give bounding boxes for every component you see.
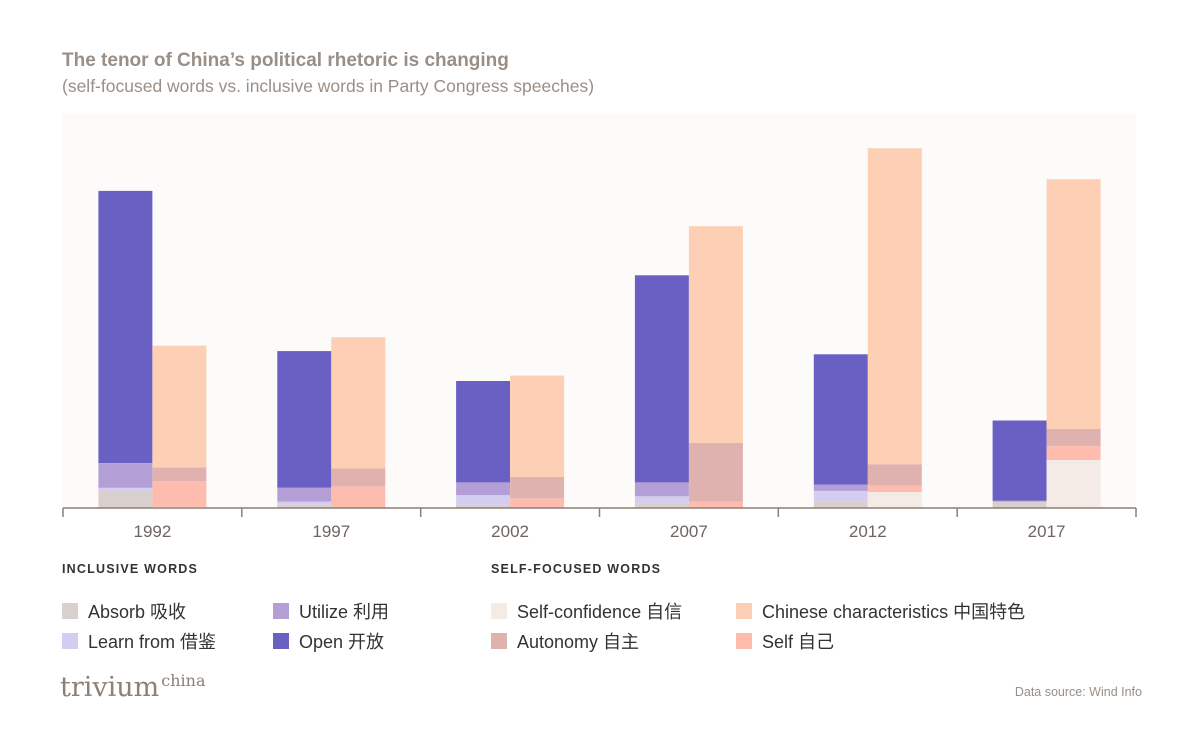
brand-suffix: china	[161, 671, 206, 690]
bar-1997-self	[331, 486, 386, 508]
legend-label-utilize: Utilize 利用	[299, 602, 390, 622]
bar-2002-self	[510, 498, 565, 508]
bar-2002-absorb	[456, 504, 511, 508]
legend-swatch-self	[736, 633, 752, 649]
legend-swatch-self-confidence	[491, 603, 507, 619]
bar-1997-utilize	[277, 487, 332, 502]
bar-2007-learn-from	[634, 496, 689, 504]
legend-swatch-chinese-characteristics	[736, 603, 752, 619]
legend-swatch-learn-from	[62, 633, 78, 649]
legend-swatch-utilize	[273, 603, 289, 619]
bar-1992-open	[98, 190, 153, 464]
bar-1992-autonomy	[152, 467, 207, 482]
legend-inclusive-heading: INCLUSIVE WORDS	[62, 562, 199, 576]
bars-layer	[98, 148, 1101, 508]
bar-2017-open	[992, 420, 1047, 501]
chart-title: The tenor of China’s political rhetoric …	[62, 50, 509, 71]
bar-1997-learn-from	[277, 501, 332, 505]
bar-2012-chinese-characteristics	[867, 148, 922, 465]
legend-label-self-confidence: Self-confidence 自信	[517, 602, 683, 622]
x-axis: 1992 1997 2002 2007 2012 2017	[62, 507, 1137, 541]
bar-2002-open	[456, 381, 511, 483]
bar-2002-chinese-characteristics	[510, 375, 565, 477]
bar-2017-utilize	[992, 500, 1047, 502]
bar-1992-self	[152, 481, 207, 507]
legend-self-heading: SELF-FOCUSED WORDS	[491, 562, 662, 576]
x-tick-label-2007: 2007	[670, 522, 708, 541]
bar-2007-utilize	[634, 482, 689, 497]
legend-label-chinese-characteristics: Chinese characteristics 中国特色	[762, 602, 1026, 622]
legend-item-open: Open 开放	[273, 628, 384, 654]
bar-1992-utilize	[98, 463, 153, 488]
legend-label-self: Self 自己	[762, 632, 835, 652]
bar-2002-autonomy	[510, 477, 565, 499]
legend-label-autonomy: Autonomy 自主	[517, 632, 640, 652]
x-tick-label-1997: 1997	[312, 522, 350, 541]
chart-subtitle: (self-focused words vs. inclusive words …	[62, 76, 595, 96]
bar-2007-absorb	[634, 503, 689, 508]
bar-2002-learn-from	[456, 495, 511, 505]
bar-2017-autonomy	[1046, 429, 1101, 447]
x-tick-label-1992: 1992	[133, 522, 171, 541]
bar-2007-self	[688, 501, 743, 508]
bar-1997-autonomy	[331, 468, 386, 487]
bar-2007-open	[634, 275, 689, 483]
legend-swatch-absorb	[62, 603, 78, 619]
bar-1997-absorb	[277, 504, 332, 508]
brand-logo: trivium china	[60, 671, 206, 703]
legend-label-absorb: Absorb 吸收	[88, 602, 187, 622]
x-tick-label-2002: 2002	[491, 522, 529, 541]
legend-item-self: Self 自己	[736, 628, 834, 654]
bar-1992-chinese-characteristics	[152, 345, 207, 468]
data-source: Data source: Wind Info	[1014, 685, 1142, 699]
bar-2012-open	[813, 354, 868, 485]
bar-2012-absorb	[813, 501, 868, 508]
bar-1997-open	[277, 351, 332, 488]
bar-1992-absorb	[98, 490, 153, 508]
bar-2012-learn-from	[813, 490, 868, 502]
legend-label-learn-from: Learn from 借鉴	[88, 632, 217, 652]
legend-swatch-open	[273, 633, 289, 649]
legend-item-self-confidence: Self-confidence 自信	[491, 598, 682, 624]
bar-2012-utilize	[813, 484, 868, 491]
legend-item-chinese-characteristics: Chinese characteristics 中国特色	[736, 598, 1025, 624]
x-tick-label-2017: 2017	[1028, 522, 1066, 541]
legend-label-open: Open 开放	[299, 632, 385, 652]
plot-background	[63, 113, 1136, 509]
bar-2002-utilize	[456, 482, 511, 496]
bar-2012-autonomy	[867, 464, 922, 486]
legend-item-learn-from: Learn from 借鉴	[62, 628, 216, 654]
legend-item-absorb: Absorb 吸收	[62, 598, 186, 624]
legend-item-utilize: Utilize 利用	[273, 598, 389, 624]
brand-name: trivium	[60, 672, 160, 703]
bar-2017-self	[1046, 446, 1101, 460]
legend-item-autonomy: Autonomy 自主	[491, 628, 639, 654]
x-tick-label-2012: 2012	[849, 522, 887, 541]
bar-1992-learn-from	[98, 487, 153, 491]
bar-2007-autonomy	[688, 442, 743, 502]
bar-2012-self	[867, 485, 922, 492]
bar-2007-chinese-characteristics	[688, 226, 743, 443]
stacked-bar-chart: 1992 1997 2002 2007 2012 2017	[62, 113, 1137, 541]
bar-2017-chinese-characteristics	[1046, 179, 1101, 429]
bar-2017-self-confidence	[1046, 460, 1101, 508]
bar-2017-absorb	[992, 501, 1047, 508]
bar-1997-chinese-characteristics	[331, 337, 386, 469]
bar-2012-self-confidence	[867, 492, 922, 508]
legend-swatch-autonomy	[491, 633, 507, 649]
